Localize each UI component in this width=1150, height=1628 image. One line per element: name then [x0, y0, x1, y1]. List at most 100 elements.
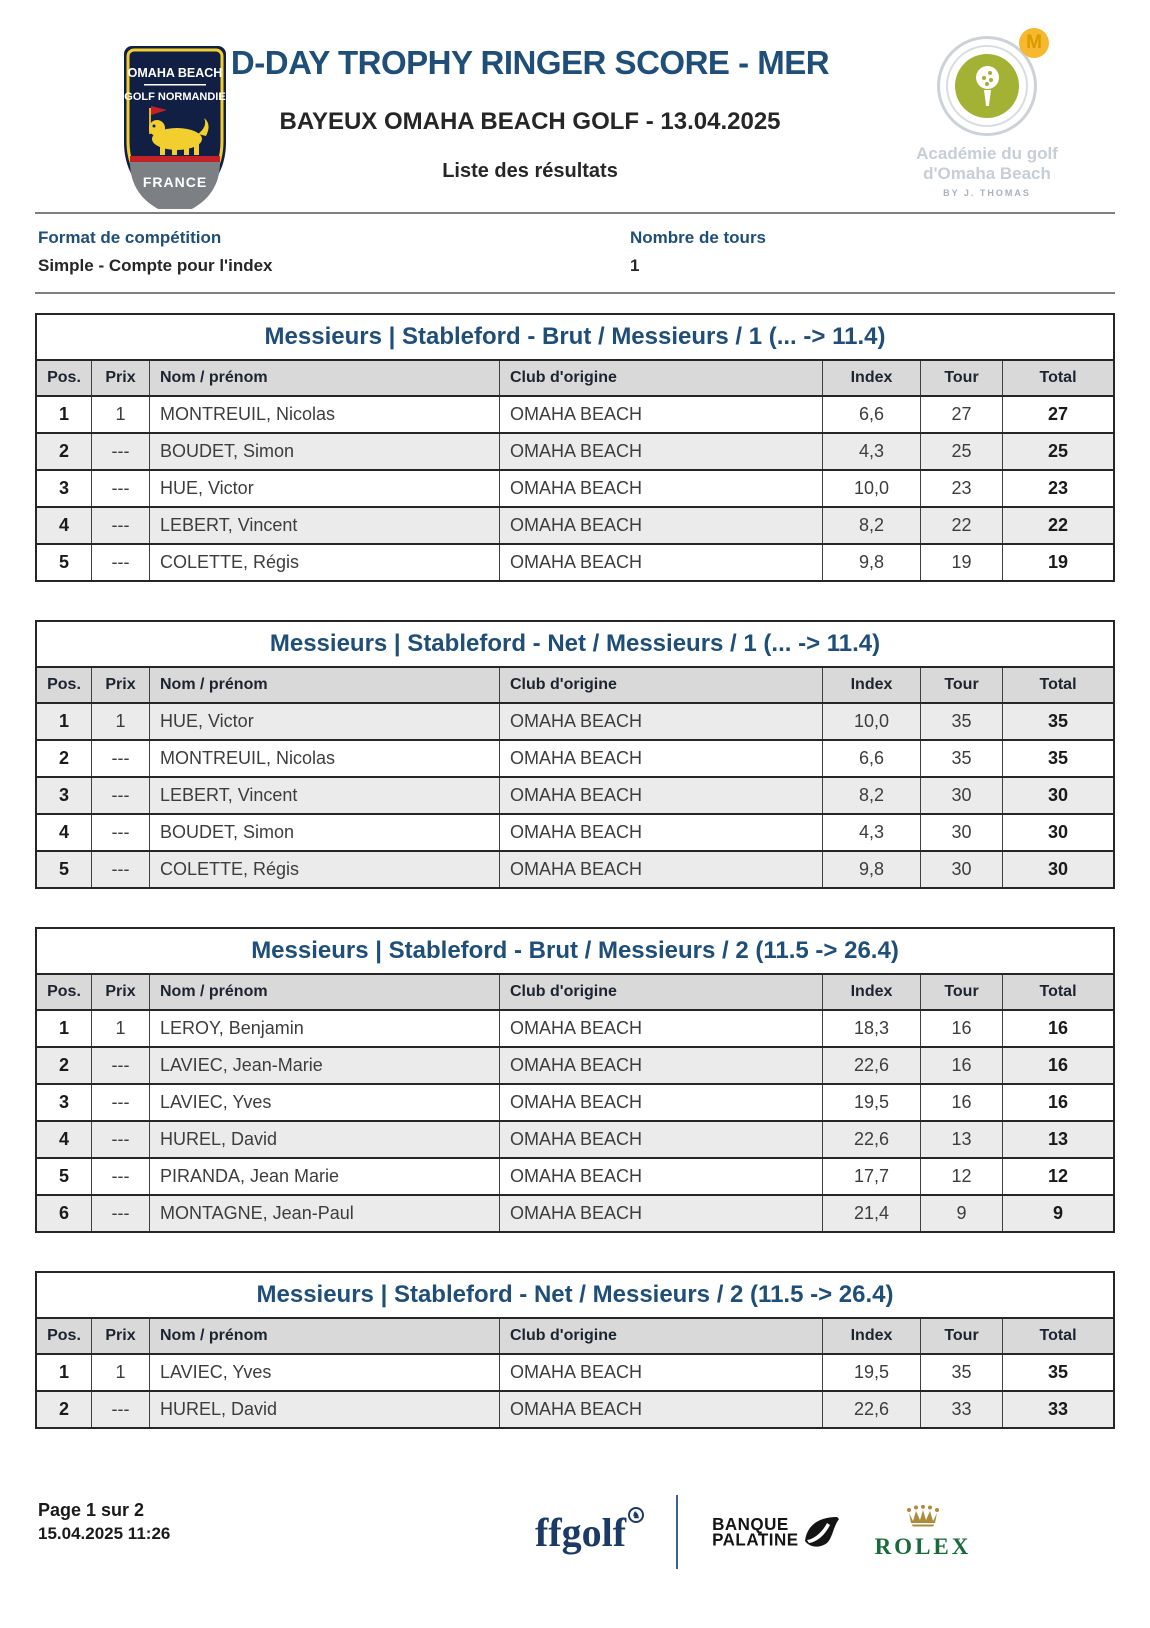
name-cell: HUREL, David [150, 1392, 500, 1427]
tour-cell: 27 [921, 397, 1003, 432]
rounds-value: 1 [630, 256, 640, 275]
footer-divider [676, 1495, 679, 1569]
prix-cell: 1 [92, 1011, 150, 1046]
club-cell: OMAHA BEACH [500, 434, 823, 469]
name-cell: MONTREUIL, Nicolas [150, 397, 500, 432]
pos-cell: 2 [37, 434, 92, 469]
col-header-club: Club d'origine [500, 975, 823, 1009]
svg-text:GOLF NORMANDIE: GOLF NORMANDIE [124, 91, 225, 103]
ffgolf-logo: ffgolf ♞ [535, 1506, 645, 1556]
divider-top [35, 212, 1115, 214]
page-number: Page 1 sur 2 [38, 1500, 145, 1520]
table-header-row: Pos. Prix Nom / prénom Club d'origine Index T… [37, 668, 1113, 704]
pos-cell: 3 [37, 471, 92, 506]
name-cell: MONTREUIL, Nicolas [150, 741, 500, 776]
golf-ball-icon: M [937, 28, 1049, 136]
total-cell: 30 [1003, 852, 1113, 887]
col-header-name: Nom / prénom [150, 975, 500, 1009]
col-header-tour: Tour [921, 975, 1003, 1009]
name-cell: COLETTE, Régis [150, 852, 500, 887]
table-row: 3 --- LAVIEC, Yves OMAHA BEACH 19,5 16 16 [37, 1085, 1113, 1122]
col-header-prix: Prix [92, 361, 150, 395]
competition-title: D-DAY TROPHY RINGER SCORE - MER [230, 44, 830, 81]
col-header-pos: Pos. [37, 1319, 92, 1353]
tour-cell: 35 [921, 1355, 1003, 1390]
table-row: 4 --- LEBERT, Vincent OMAHA BEACH 8,2 22 22 [37, 508, 1113, 545]
prix-cell: --- [92, 852, 150, 887]
m-badge-icon: M [1019, 28, 1049, 58]
tour-cell: 23 [921, 471, 1003, 506]
table-row: 5 --- COLETTE, Régis OMAHA BEACH 9,8 19 19 [37, 545, 1113, 580]
col-header-tour: Tour [921, 361, 1003, 395]
results-table-2: Messieurs | Stableford - Net / Messieurs… [35, 620, 1115, 889]
tour-cell: 13 [921, 1122, 1003, 1157]
index-cell: 22,6 [823, 1122, 921, 1157]
col-header-pos: Pos. [37, 361, 92, 395]
col-header-pos: Pos. [37, 668, 92, 702]
col-header-name: Nom / prénom [150, 668, 500, 702]
index-cell: 18,3 [823, 1011, 921, 1046]
total-cell: 9 [1003, 1196, 1113, 1231]
club-cell: OMAHA BEACH [500, 1011, 823, 1046]
index-cell: 8,2 [823, 508, 921, 543]
prix-cell: --- [92, 1122, 150, 1157]
prix-cell: --- [92, 434, 150, 469]
table-row: 1 1 LAVIEC, Yves OMAHA BEACH 19,5 35 35 [37, 1355, 1113, 1392]
tour-cell: 35 [921, 704, 1003, 739]
print-datetime: 15.04.2025 11:26 [38, 1524, 171, 1543]
format-label: Format de compétition [38, 228, 222, 247]
svg-text:OMAHA BEACH: OMAHA BEACH [128, 66, 223, 80]
name-cell: HUREL, David [150, 1122, 500, 1157]
club-cell: OMAHA BEACH [500, 397, 823, 432]
col-header-pos: Pos. [37, 975, 92, 1009]
prix-cell: 1 [92, 397, 150, 432]
tour-cell: 30 [921, 815, 1003, 850]
tour-cell: 16 [921, 1048, 1003, 1083]
club-cell: OMAHA BEACH [500, 1159, 823, 1194]
name-cell: PIRANDA, Jean Marie [150, 1159, 500, 1194]
tour-cell: 9 [921, 1196, 1003, 1231]
name-cell: HUE, Victor [150, 704, 500, 739]
table-row: 4 --- HUREL, David OMAHA BEACH 22,6 13 13 [37, 1122, 1113, 1159]
table-header-row: Pos. Prix Nom / prénom Club d'origine Index T… [37, 1319, 1113, 1355]
table-title: Messieurs | Stableford - Brut / Messieur… [37, 315, 1113, 361]
club-cell: OMAHA BEACH [500, 508, 823, 543]
name-cell: LEBERT, Vincent [150, 508, 500, 543]
rolex-wordmark: ROLEX [874, 1533, 972, 1559]
pos-cell: 1 [37, 397, 92, 432]
pos-cell: 6 [37, 1196, 92, 1231]
table-row: 1 1 HUE, Victor OMAHA BEACH 10,0 35 35 [37, 704, 1113, 741]
prix-cell: --- [92, 508, 150, 543]
prix-cell: 1 [92, 704, 150, 739]
index-cell: 17,7 [823, 1159, 921, 1194]
results-table-1: Messieurs | Stableford - Brut / Messieur… [35, 313, 1115, 582]
club-cell: OMAHA BEACH [500, 704, 823, 739]
academy-name-line2: d'Omaha Beach [923, 164, 1051, 183]
club-cell: OMAHA BEACH [500, 815, 823, 850]
name-cell: LAVIEC, Yves [150, 1085, 500, 1120]
table-row: 2 --- BOUDET, Simon OMAHA BEACH 4,3 25 25 [37, 434, 1113, 471]
tour-cell: 33 [921, 1392, 1003, 1427]
prix-cell: --- [92, 471, 150, 506]
total-cell: 35 [1047, 748, 1069, 768]
tour-cell: 16 [921, 1011, 1003, 1046]
col-header-total: Total [1003, 1319, 1113, 1353]
index-cell: 21,4 [823, 1196, 921, 1231]
tour-cell: 22 [921, 508, 1003, 543]
col-header-prix: Prix [92, 668, 150, 702]
table-row: 3 --- LEBERT, Vincent OMAHA BEACH 8,2 30 30 [37, 778, 1113, 815]
index-cell: 4,3 [823, 815, 921, 850]
academy-name-line1: Académie du golf [916, 144, 1058, 163]
table-title: Messieurs | Stableford - Net / Messieurs… [37, 1273, 1113, 1319]
table-row: 5 --- PIRANDA, Jean Marie OMAHA BEACH 17,7 12… [37, 1159, 1113, 1196]
tour-cell: 16 [921, 1085, 1003, 1120]
table-row: 2 --- MONTREUIL, Nicolas OMAHA BEACH 6,6 35 35 [37, 741, 1113, 778]
pos-cell: 3 [37, 778, 92, 813]
club-cell: OMAHA BEACH [500, 778, 823, 813]
table-row: 4 --- BOUDET, Simon OMAHA BEACH 4,3 30 30 [37, 815, 1113, 852]
table-row: 6 --- MONTAGNE, Jean-Paul OMAHA BEACH 21,4 9 9 [37, 1196, 1113, 1231]
col-header-total: Total [1003, 668, 1113, 702]
pos-cell: 1 [37, 704, 92, 739]
total-cell: 30 [1003, 778, 1113, 813]
total-cell: 27 [1047, 404, 1069, 424]
